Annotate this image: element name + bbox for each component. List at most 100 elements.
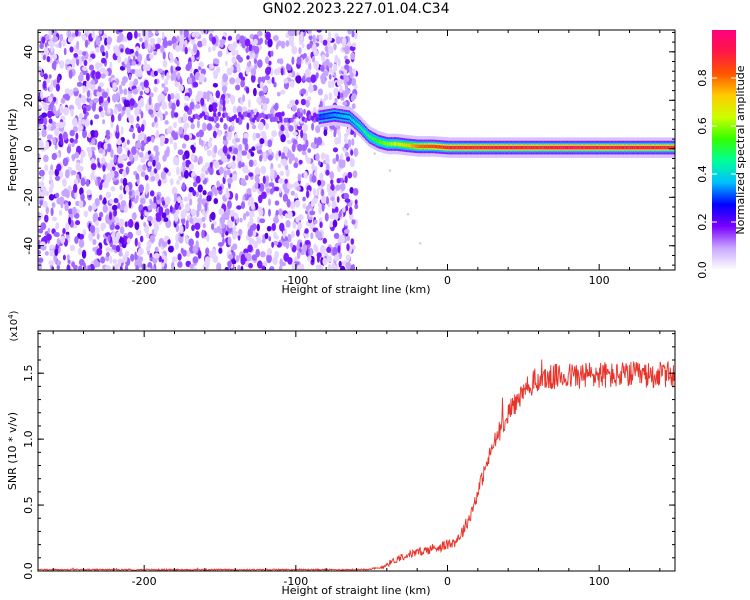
ridge-cell [577, 145, 581, 150]
ridge-cell [663, 145, 667, 150]
noise-cell [65, 58, 71, 65]
noise-cell [236, 66, 241, 73]
ridge-cell [554, 145, 558, 150]
noise-cell [175, 45, 181, 52]
noise-cell [291, 262, 297, 270]
noise-cell [48, 169, 55, 176]
noise-cell [319, 172, 324, 181]
ridge-cell [606, 145, 609, 150]
ridge-cell [362, 128, 365, 132]
noise-cell [247, 228, 253, 237]
ridge-cell [494, 145, 498, 150]
noise-cell [349, 45, 356, 52]
noise-cell [289, 80, 295, 88]
noise-cell [262, 103, 268, 111]
noise-cell [212, 70, 219, 76]
noise-cell [352, 170, 358, 178]
noise-cell [347, 139, 352, 148]
ridge-cell [444, 145, 447, 149]
noise-cell [348, 65, 353, 74]
noise-cell [324, 93, 329, 101]
noise-cell [140, 235, 144, 243]
ridge-cell [508, 145, 511, 150]
noise-cell [133, 152, 139, 162]
ridge-cell [384, 141, 387, 145]
noise-cell [333, 254, 340, 262]
x-tick-label: -100 [283, 575, 308, 588]
noise-cell [256, 116, 260, 122]
noise-cell [178, 126, 184, 135]
noise-cell [125, 166, 130, 175]
ridge-cell [569, 145, 573, 150]
ridge-cell [332, 113, 335, 117]
noise-cell [249, 217, 254, 226]
noise-cell [188, 186, 195, 193]
noise-cell [228, 146, 233, 152]
noise-cell [180, 247, 184, 254]
noise-cell [344, 219, 348, 226]
noise-cell [327, 264, 332, 270]
noise-cell [174, 241, 179, 250]
noise-cell [56, 260, 62, 266]
noise-cell [171, 36, 177, 45]
ridge-cell [359, 125, 362, 129]
noise-cell [140, 123, 145, 132]
noise-cell [204, 260, 210, 268]
noise-cell [344, 45, 350, 55]
noise-cell [316, 136, 323, 146]
ridge-cell [557, 145, 560, 150]
noise-cell [233, 114, 237, 120]
noise-cell [146, 136, 152, 142]
noise-cell [137, 32, 141, 38]
ridge-cell [482, 145, 485, 150]
noise-cell [294, 157, 299, 163]
noise-cell [137, 247, 144, 256]
ridge-cell [609, 145, 612, 150]
noise-cell [297, 143, 303, 152]
noise-cell [265, 123, 269, 130]
ridge-cell [479, 145, 483, 150]
noise-cell [344, 175, 348, 184]
noise-cell [237, 151, 243, 159]
noise-cell [122, 177, 128, 187]
ridge-cell [537, 145, 540, 150]
noise-cell [201, 216, 206, 223]
noise-cell [296, 56, 302, 65]
noise-cell [328, 189, 334, 197]
noise-cell [347, 30, 352, 35]
ridge-cell [511, 145, 514, 150]
noise-cell [216, 225, 221, 233]
noise-cell [333, 73, 337, 78]
noise-cell [96, 248, 103, 256]
noise-cell [78, 247, 82, 256]
noise-cell [167, 239, 171, 245]
snr-axes: -200 -100 0 100 0.0 0.5 1.0 1.5 Height of straig… [6, 310, 676, 597]
noise-cell [212, 111, 217, 118]
noise-cell [107, 108, 111, 114]
noise-cell [49, 83, 53, 92]
noise-cell [307, 96, 312, 101]
noise-cell [259, 81, 264, 89]
ridge-cell [498, 145, 502, 150]
noise-cell [164, 111, 168, 116]
noise-cell [50, 181, 54, 190]
noise-cell [144, 174, 149, 181]
noise-cell [335, 153, 339, 162]
noise-cell [103, 142, 108, 150]
noise-cell [45, 34, 50, 40]
ridge-cell [403, 143, 406, 147]
noise-cell [137, 133, 144, 141]
noise-cell [335, 36, 341, 45]
ridge-cell [400, 142, 403, 147]
ridge-cell [601, 145, 604, 150]
noise-cell [352, 188, 359, 196]
ridge-cell [661, 145, 664, 150]
noise-cell [301, 43, 305, 49]
noise-cell [304, 240, 311, 245]
noise-cell [121, 80, 126, 86]
noise-cell [43, 73, 48, 80]
ridge-cell [513, 145, 517, 150]
noise-cell [201, 167, 205, 173]
noise-cell [120, 178, 124, 184]
noise-cell [38, 169, 45, 177]
